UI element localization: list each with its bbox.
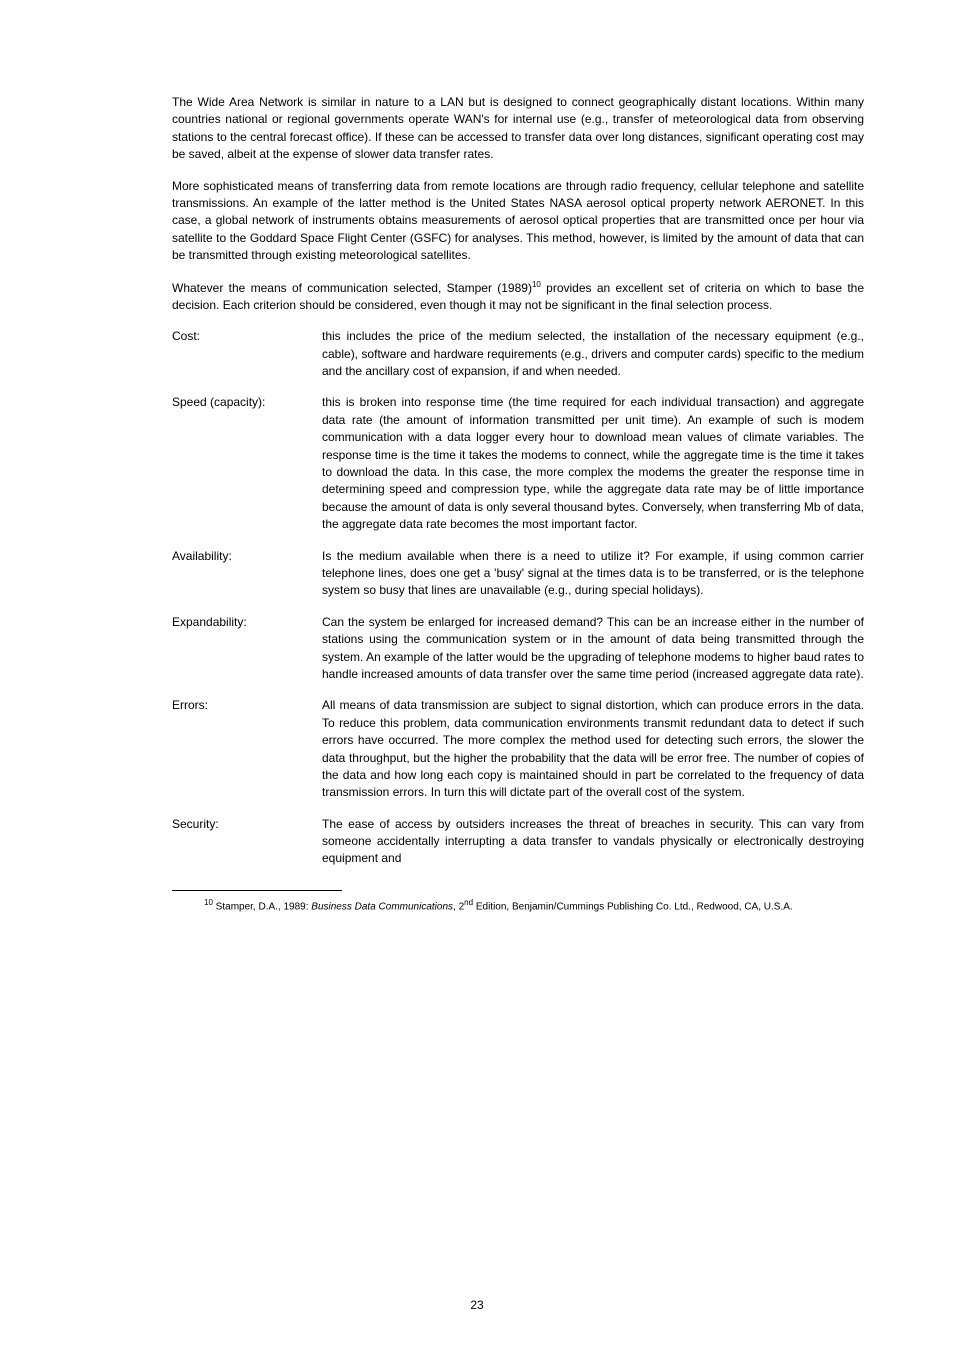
criterion-text: Can the system be enlarged for increased… [322, 614, 864, 684]
criterion-text: The ease of access by outsiders increase… [322, 816, 864, 868]
footnote-marker: 10 [204, 898, 213, 907]
criterion-label: Availability: [172, 548, 322, 600]
criterion-cost: Cost: this includes the price of the med… [172, 328, 864, 380]
criterion-label: Errors: [172, 697, 322, 801]
paragraph-3-pre: Whatever the means of communication sele… [172, 281, 532, 295]
criterion-expandability: Expandability: Can the system be enlarge… [172, 614, 864, 684]
criterion-text: All means of data transmission are subje… [322, 697, 864, 801]
criterion-text: this includes the price of the medium se… [322, 328, 864, 380]
footnote-separator [172, 890, 342, 891]
paragraph-2: More sophisticated means of transferring… [172, 178, 864, 265]
footnote-post-pre: , 2 [453, 901, 464, 912]
paragraph-3: Whatever the means of communication sele… [172, 279, 864, 315]
criterion-text: this is broken into response time (the t… [322, 394, 864, 533]
criterion-label: Speed (capacity): [172, 394, 322, 533]
footnote-pre: Stamper, D.A., 1989: [213, 901, 311, 912]
footnote-edition-sup: nd [464, 898, 473, 907]
criterion-security: Security: The ease of access by outsider… [172, 816, 864, 868]
criterion-text: Is the medium available when there is a … [322, 548, 864, 600]
criterion-label: Cost: [172, 328, 322, 380]
footnote-ref-10: 10 [532, 280, 541, 289]
criterion-speed: Speed (capacity): this is broken into re… [172, 394, 864, 533]
criterion-label: Security: [172, 816, 322, 868]
page-number: 23 [0, 1298, 954, 1312]
footnote-title: Business Data Communications [311, 901, 453, 912]
document-page: The Wide Area Network is similar in natu… [0, 0, 954, 1348]
footnote-10: 10 Stamper, D.A., 1989: Business Data Co… [172, 897, 864, 914]
footnote-post: Edition, Benjamin/Cummings Publishing Co… [473, 901, 793, 912]
criterion-availability: Availability: Is the medium available wh… [172, 548, 864, 600]
criterion-label: Expandability: [172, 614, 322, 684]
criterion-errors: Errors: All means of data transmission a… [172, 697, 864, 801]
paragraph-1: The Wide Area Network is similar in natu… [172, 94, 864, 164]
